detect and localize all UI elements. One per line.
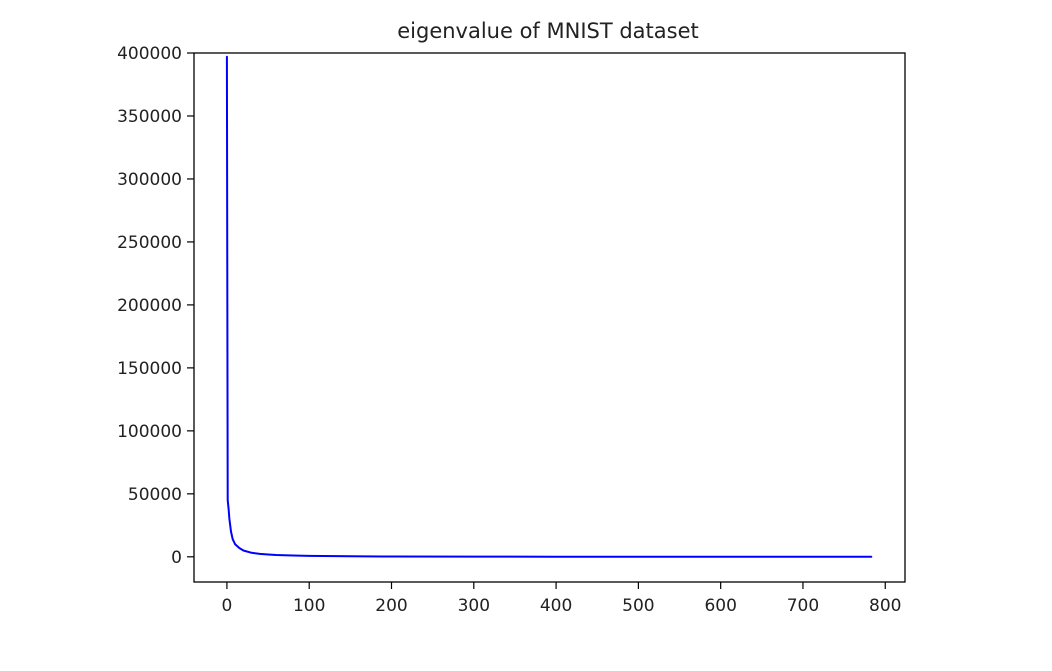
y-tick-label: 200000 — [117, 296, 182, 316]
y-tick-label: 50000 — [128, 485, 182, 505]
x-tick-label: 700 — [787, 596, 819, 616]
y-tick-label: 150000 — [117, 359, 182, 379]
x-tick-label: 600 — [704, 596, 736, 616]
y-tick-label: 300000 — [117, 170, 182, 190]
plot-area — [225, 55, 873, 558]
series-line — [225, 55, 873, 558]
y-tick-label: 0 — [171, 548, 182, 568]
x-tick-label: 0 — [222, 596, 233, 616]
x-tick-label: 500 — [622, 596, 654, 616]
y-tick-label: 400000 — [117, 44, 182, 64]
x-tick-label: 800 — [869, 596, 901, 616]
x-tick-label: 100 — [293, 596, 325, 616]
x-tick-label: 400 — [540, 596, 572, 616]
y-tick-label: 250000 — [117, 233, 182, 253]
axes-frame — [193, 52, 906, 583]
x-tick-label: 200 — [375, 596, 407, 616]
chart-title: eigenvalue of MNIST dataset — [397, 19, 699, 43]
x-tick-label: 300 — [458, 596, 490, 616]
y-tick-label: 100000 — [117, 422, 182, 442]
axes: 0 100 200 300 400 500 600 700 800 0 50000 100000 150… — [117, 44, 901, 616]
y-tick-label: 350000 — [117, 107, 182, 127]
